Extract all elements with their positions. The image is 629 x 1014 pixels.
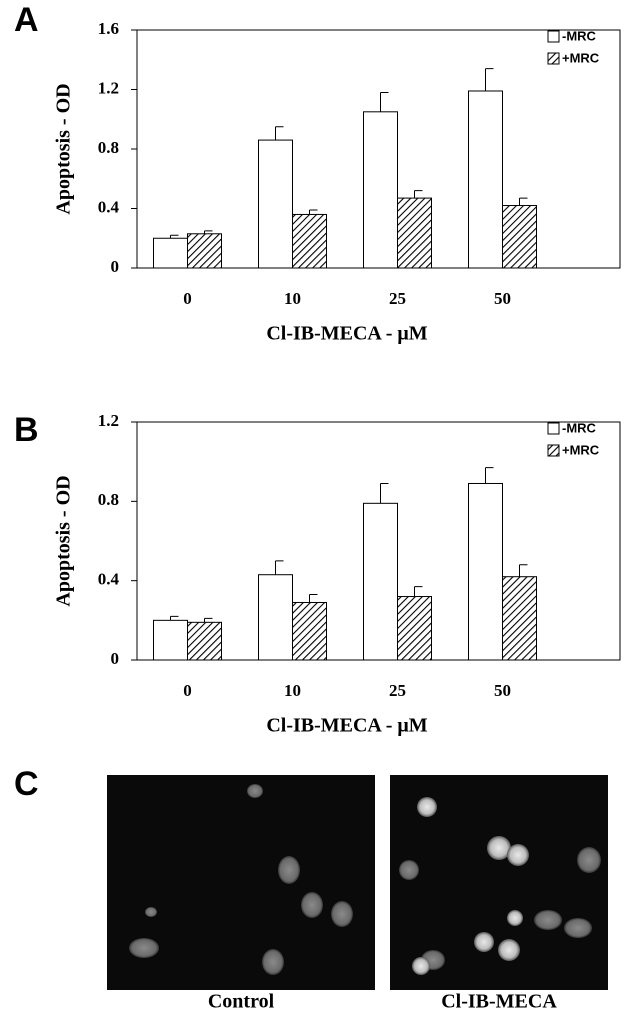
x-tick-label: 10 [284, 681, 301, 700]
error-bar [380, 482, 389, 504]
bar [258, 139, 293, 269]
bar [363, 502, 398, 661]
nuclei [129, 784, 353, 975]
legend-swatch [547, 422, 560, 435]
y-tick-label: 1.2 [98, 411, 119, 430]
legend-label: +MRC [562, 442, 600, 457]
x-tick-label: 50 [494, 681, 511, 700]
error-bar [275, 126, 284, 141]
error-bar [309, 594, 318, 603]
bar [363, 111, 398, 269]
bar [153, 619, 188, 661]
legend-swatch [547, 444, 560, 457]
y-tick-label: 1.6 [98, 19, 119, 38]
y-tick-label: 0.4 [98, 570, 120, 589]
x-tick-label: 10 [284, 289, 301, 308]
error-bar [485, 68, 494, 91]
error-bar [414, 190, 423, 199]
legend-label: -MRC [562, 28, 597, 43]
error-bar [380, 91, 389, 112]
error-bar [519, 197, 528, 206]
legend-label: +MRC [562, 50, 600, 65]
panel-label: C [14, 765, 39, 803]
y-tick-label: 0.4 [98, 197, 120, 216]
bar [187, 233, 222, 269]
error-bar [204, 230, 213, 234]
panel-label: B [14, 411, 39, 449]
x-axis-title: Cl-IB-MECA - μM [266, 323, 427, 345]
legend-swatch [547, 52, 560, 65]
error-bar [170, 234, 179, 239]
bar [468, 482, 503, 661]
bar [397, 197, 432, 269]
bar [502, 205, 537, 269]
x-axis-title: Cl-IB-MECA - μM [266, 715, 427, 737]
y-tick-label: 1.2 [98, 78, 119, 97]
y-tick-label: 0 [111, 649, 120, 668]
bar [292, 601, 327, 661]
x-tick-label: 0 [183, 681, 192, 700]
x-tick-label: 50 [494, 289, 511, 308]
legend-swatch [547, 30, 560, 43]
error-bar [414, 586, 423, 597]
error-bar [309, 209, 318, 215]
caption: Cl-IB-MECA [441, 991, 557, 1013]
nuclei [399, 797, 601, 975]
bar [187, 621, 222, 661]
x-tick-label: 25 [389, 681, 406, 700]
error-bar [519, 564, 528, 577]
bar [502, 576, 537, 661]
bar [153, 237, 188, 269]
error-bar [170, 615, 179, 621]
bar [468, 90, 503, 269]
panel-label: A [14, 1, 39, 39]
y-tick-label: 0.8 [98, 490, 119, 509]
error-bar [275, 560, 284, 575]
y-tick-label: 0.8 [98, 138, 119, 157]
bar [397, 596, 432, 661]
x-tick-label: 25 [389, 289, 406, 308]
error-bar [485, 467, 494, 484]
y-axis-title: Apoptosis - OD [53, 475, 75, 606]
y-tick-label: 0 [111, 257, 120, 276]
caption: Control [208, 991, 275, 1013]
bar [292, 213, 327, 269]
legend-label: -MRC [562, 420, 597, 435]
y-axis-title: Apoptosis - OD [53, 83, 75, 214]
x-tick-label: 0 [183, 289, 192, 308]
error-bar [204, 617, 213, 623]
bar [258, 574, 293, 661]
